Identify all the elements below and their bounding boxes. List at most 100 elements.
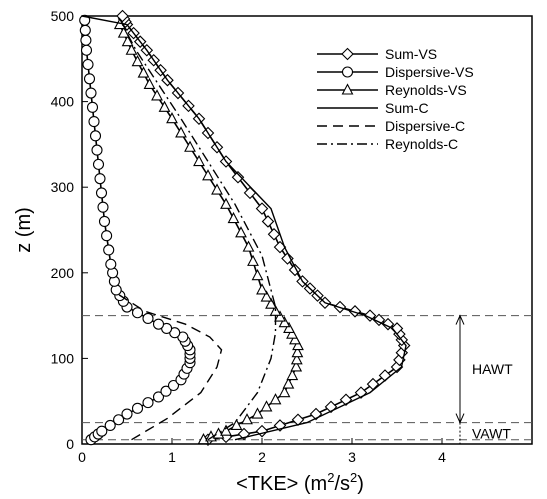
triangle-marker [220,197,232,209]
triangle-marker [290,360,303,372]
diamond-marker [378,369,392,382]
triangle-marker [175,126,187,138]
circle-marker [104,419,116,432]
diamond-marker [231,170,245,184]
triangle-marker [283,321,295,333]
triangle-marker [211,183,223,195]
y-tick-label: 500 [51,8,75,24]
triangle-marker [184,140,196,152]
triangle-marker [121,34,134,47]
circle-marker [82,58,94,71]
y-tick-label: 300 [51,179,75,195]
circle-marker [121,408,133,420]
circle-marker [142,397,154,409]
triangle-marker [230,418,243,431]
triangle-marker [117,26,130,38]
plot-frame [81,15,533,445]
diamond-marker [348,305,362,318]
triangle-marker [131,54,144,67]
circle-marker [88,116,100,128]
legend-label: Reynolds-C [385,136,458,152]
diamond-marker [281,252,294,265]
triangle-marker [292,338,304,351]
x-tick-label: 2 [258,449,266,465]
circle-marker [105,258,117,270]
circle-marker [131,402,144,414]
circle-marker [131,307,144,319]
y-tick-label: 200 [51,265,75,281]
triangle-marker [193,154,205,167]
legend-label: Sum-C [385,100,429,116]
circle-marker [101,230,113,242]
y-tick-label: 100 [51,350,75,366]
circle-marker [91,144,103,156]
triangle-marker [227,211,240,224]
triangle-marker [251,407,264,419]
diamond-marker [255,202,269,215]
circle-marker [86,101,99,113]
circle-marker [152,318,165,330]
x-tick-label: 4 [438,449,446,465]
triangle-marker [260,400,273,412]
circle-marker [94,173,106,185]
triangle-marker [282,377,295,389]
series-line-reynolds-c [121,24,277,441]
x-tick-label: 1 [168,449,176,465]
x-tick-label: 0 [78,449,86,465]
diamond-marker [261,215,275,228]
legend-label: Dispersive-VS [385,64,474,80]
triangle-marker [151,89,163,101]
circle-marker [152,391,165,403]
triangle-marker [241,413,253,425]
circle-marker [341,66,354,78]
triangle-marker [341,83,354,95]
circle-marker [96,425,108,437]
y-axis-label: z (m) [13,207,35,253]
circle-marker [79,14,91,26]
circle-marker [113,414,125,426]
legend-label: Dispersive-C [385,118,465,134]
circle-marker [95,187,108,199]
diamond-marker [255,424,269,438]
diamond-marker [341,47,354,61]
y-tick-label: 400 [51,94,75,110]
triangle-marker [269,393,282,405]
series-line-dispersive-c [117,293,223,441]
circle-marker [167,379,180,392]
circle-marker [80,34,92,46]
circle-marker [142,312,154,325]
circle-marker [80,44,93,56]
triangle-marker [251,268,264,281]
triangle-marker [202,169,214,181]
triangle-marker [260,290,273,302]
annotation-label: HAWT [472,361,513,377]
triangle-marker [291,346,304,358]
circle-marker [79,24,91,36]
circle-marker [85,87,97,99]
annotation-label: VAWT [472,426,511,442]
triangle-marker [278,316,291,328]
triangle-marker [265,297,277,309]
triangle-marker [247,254,259,266]
circle-marker [83,73,96,85]
legend-label: Reynolds-VS [385,82,467,98]
triangle-marker [289,333,301,345]
triangle-marker [286,368,299,381]
circle-marker [89,130,102,142]
triangle-marker [256,283,268,295]
legend: Sum-VS Dispersive-VS Reynolds-VS Sum-C Dispe… [317,46,474,152]
circle-marker [160,385,172,397]
triangle-marker [235,226,247,238]
circle-marker [103,244,115,256]
circle-marker [97,201,109,213]
triangle-marker [220,424,232,436]
triangle-marker [278,385,291,398]
triangle-marker [125,43,138,55]
circle-marker [92,158,105,170]
plot-layer: 0 1 2 3 4 0 100 200 300 400 500 HAWT VAWT [51,8,533,465]
triangle-marker [137,66,150,78]
x-tick-label: 3 [348,449,356,465]
triangle-marker [242,240,255,252]
legend-label: Sum-VS [385,46,437,62]
